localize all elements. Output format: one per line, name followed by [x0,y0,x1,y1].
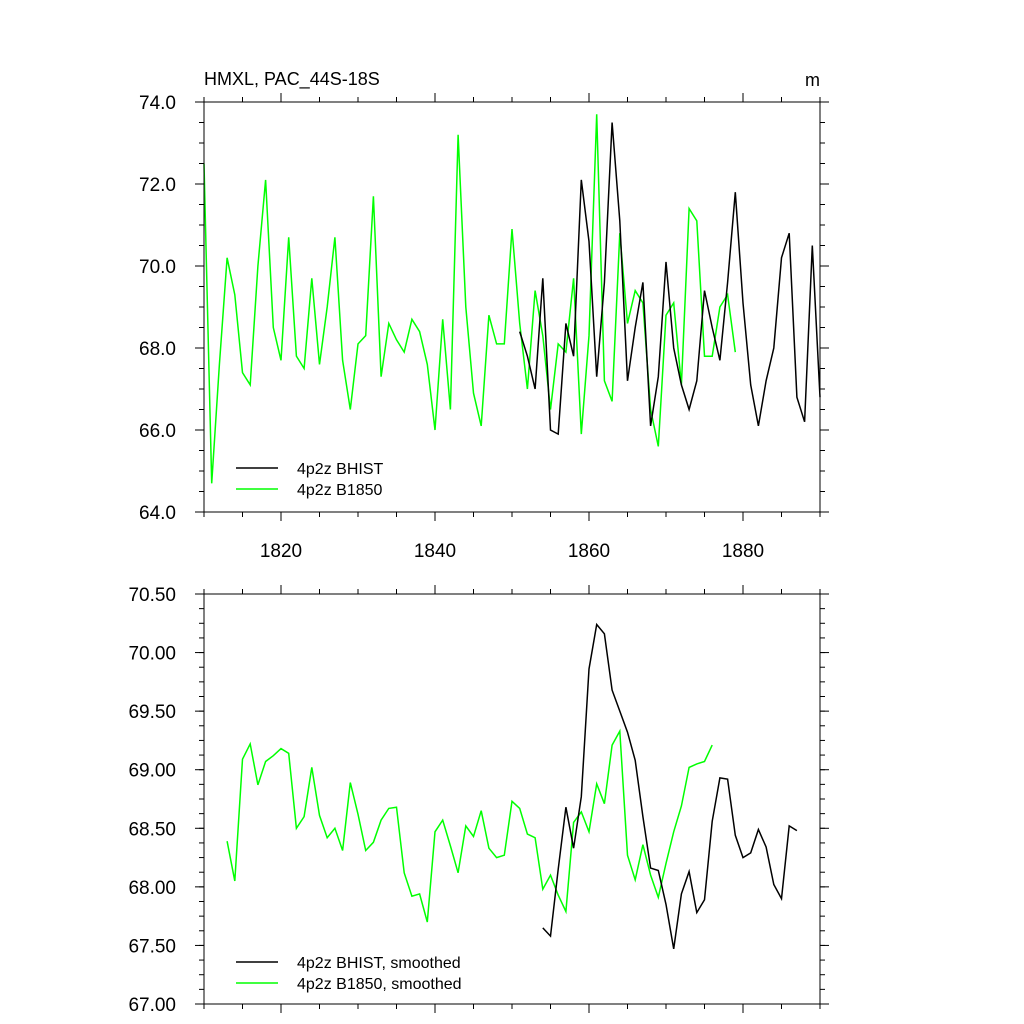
y-tick-label: 70.50 [128,585,176,606]
bottom-legend: 4p2z BHIST, smoothed 4p2z B1850, smoothe… [236,955,462,993]
x-tick-label: 1880 [722,541,764,562]
x-tick-label: 1840 [414,541,456,562]
y-tick-label: 66.0 [139,421,176,442]
legend-label-b1850: 4p2z B1850 [297,482,383,499]
legend-label-b1850-smoothed: 4p2z B1850, smoothed [297,976,462,993]
y-tick-label: 67.00 [128,995,176,1016]
y-tick-label: 69.50 [128,702,176,723]
x-tick-label: 1820 [260,541,302,562]
y-tick-label: 70.00 [128,644,176,665]
y-tick-label: 72.0 [139,175,176,196]
series-line-bhist [542,622,798,950]
series-line-bhist [518,122,821,436]
y-tick-label: 70.0 [139,257,176,278]
top-legend: 4p2z BHIST 4p2z B1850 [236,461,383,499]
y-tick-label: 74.0 [139,93,176,114]
x-tick-label: 1860 [568,541,610,562]
legend-label-bhist: 4p2z BHIST [297,461,383,478]
y-tick-label: 64.0 [139,503,176,524]
series-line-b1850 [203,114,737,484]
y-tick-label: 69.00 [128,761,176,782]
bottom-plot-frame [203,593,821,1005]
top-plot-frame [203,101,821,513]
legend-label-bhist-smoothed: 4p2z BHIST, smoothed [297,955,461,972]
top-chart-panel: HMXL, PAC_44S-18S m 64.0 66.0 68.0 70.0 72.0… [139,69,829,562]
series-line-b1850 [226,728,713,923]
y-tick-label: 67.50 [128,936,176,957]
y-tick-label: 68.00 [128,878,176,899]
bottom-chart-panel: 67.00 67.50 68.00 68.50 69.00 69.50 70.00 70.50… [128,585,829,1016]
y-tick-label: 68.50 [128,819,176,840]
chart-title: HMXL, PAC_44S-18S [204,69,380,90]
units-label: m [805,70,820,90]
y-tick-label: 68.0 [139,339,176,360]
